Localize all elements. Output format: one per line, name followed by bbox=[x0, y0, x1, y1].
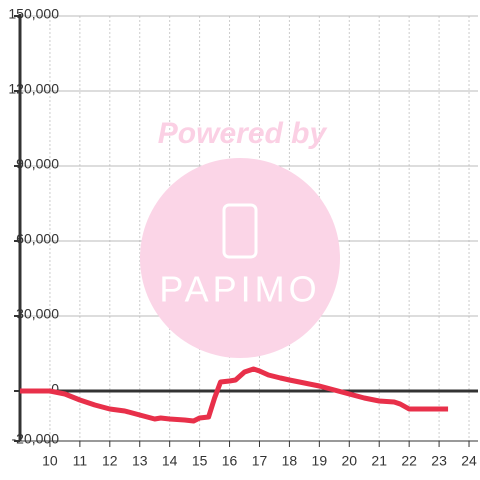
x-tick-label: 13 bbox=[132, 453, 148, 469]
x-tick-label: 14 bbox=[162, 453, 178, 469]
phone-icon bbox=[222, 203, 258, 259]
x-tick-label: 16 bbox=[222, 453, 238, 469]
x-tick-label: 11 bbox=[73, 453, 88, 469]
x-tick-label: 15 bbox=[192, 453, 208, 469]
y-tick-label: 30,000 bbox=[16, 306, 59, 322]
x-tick-label: 23 bbox=[431, 453, 447, 469]
watermark-logo: PAPIMO bbox=[159, 269, 320, 310]
x-tick-label: 18 bbox=[282, 453, 298, 469]
x-tick-label: 10 bbox=[42, 453, 58, 469]
y-tick-label: 120,000 bbox=[8, 81, 59, 97]
data-line bbox=[20, 366, 449, 424]
y-tick-label: 90,000 bbox=[16, 156, 59, 172]
y-tick-label: 0 bbox=[51, 381, 59, 397]
y-tick-label: 60,000 bbox=[16, 231, 59, 247]
watermark-text: Powered by bbox=[158, 117, 328, 150]
x-tick-label: 24 bbox=[461, 453, 477, 469]
x-tick-label: 22 bbox=[401, 453, 417, 469]
x-tick-label: 21 bbox=[371, 453, 387, 469]
x-tick-label: 19 bbox=[312, 453, 328, 469]
y-tick-label: -20,000 bbox=[12, 431, 60, 447]
x-tick-label: 20 bbox=[341, 453, 357, 469]
watermark: Powered by PAPIMO bbox=[140, 117, 340, 358]
x-tick-label: 17 bbox=[252, 453, 268, 469]
x-tick-label: 12 bbox=[102, 453, 118, 469]
y-tick-label: 150,000 bbox=[8, 6, 59, 22]
